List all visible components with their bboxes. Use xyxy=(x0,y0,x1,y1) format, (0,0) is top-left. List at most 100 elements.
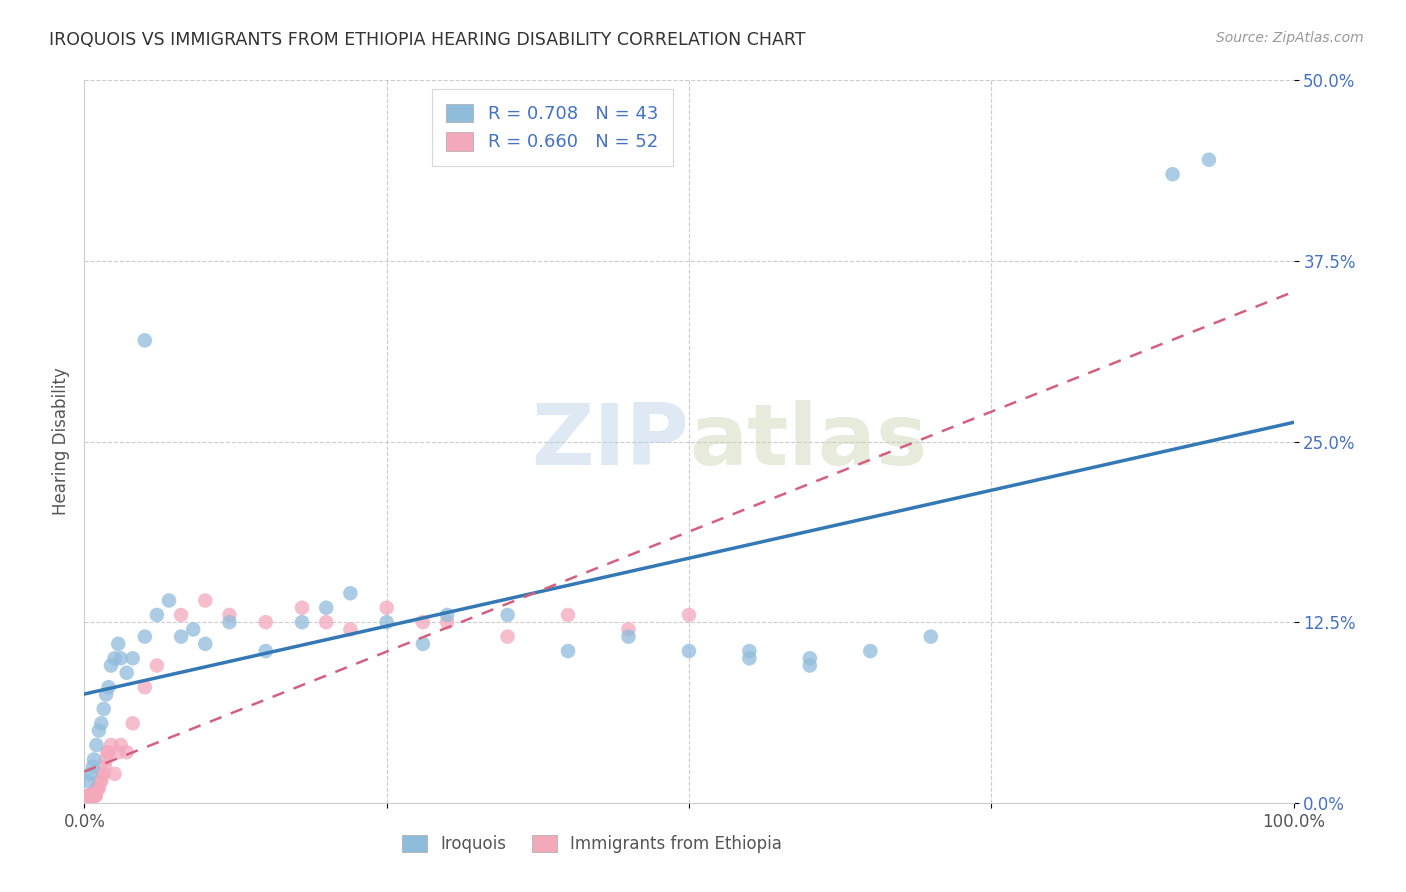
Point xyxy=(339,586,361,600)
Point xyxy=(738,644,761,658)
Point xyxy=(84,789,107,803)
Text: ZIP: ZIP xyxy=(531,400,689,483)
Point xyxy=(157,593,180,607)
Point xyxy=(73,791,96,805)
Point xyxy=(86,781,108,796)
Point xyxy=(82,760,104,774)
Point xyxy=(799,651,821,665)
Point xyxy=(436,607,458,622)
Point xyxy=(146,607,169,622)
Point xyxy=(79,789,101,803)
Point xyxy=(107,637,129,651)
Point xyxy=(77,789,100,803)
Point xyxy=(134,630,156,644)
Point xyxy=(557,644,579,658)
Point xyxy=(86,738,108,752)
Point xyxy=(82,789,104,803)
Point xyxy=(375,600,398,615)
Point xyxy=(134,680,156,694)
Point xyxy=(254,644,277,658)
Point xyxy=(87,723,110,738)
Point xyxy=(97,680,120,694)
Point xyxy=(100,658,122,673)
Point xyxy=(83,789,105,803)
Point xyxy=(94,760,117,774)
Point xyxy=(254,615,277,630)
Point xyxy=(291,600,314,615)
Point xyxy=(146,658,169,673)
Point xyxy=(496,607,519,622)
Point xyxy=(77,790,100,805)
Point xyxy=(181,623,204,637)
Point xyxy=(678,644,700,658)
Point xyxy=(115,665,138,680)
Point xyxy=(115,745,138,759)
Point xyxy=(89,774,111,789)
Point xyxy=(170,607,193,622)
Point xyxy=(76,790,98,805)
Point xyxy=(90,716,112,731)
Point xyxy=(80,789,103,803)
Point xyxy=(77,774,100,789)
Point xyxy=(339,623,361,637)
Point xyxy=(218,615,240,630)
Point xyxy=(100,738,122,752)
Text: IROQUOIS VS IMMIGRANTS FROM ETHIOPIA HEARING DISABILITY CORRELATION CHART: IROQUOIS VS IMMIGRANTS FROM ETHIOPIA HEA… xyxy=(49,31,806,49)
Point xyxy=(557,607,579,622)
Point xyxy=(79,767,101,781)
Point xyxy=(86,781,108,796)
Point xyxy=(97,745,120,759)
Point xyxy=(79,789,101,803)
Point xyxy=(436,615,458,630)
Legend: Iroquois, Immigrants from Ethiopia: Iroquois, Immigrants from Ethiopia xyxy=(395,828,789,860)
Point xyxy=(94,752,117,766)
Point xyxy=(1161,167,1184,181)
Point xyxy=(920,630,942,644)
Point xyxy=(315,615,337,630)
Point xyxy=(83,752,105,766)
Point xyxy=(859,644,882,658)
Point xyxy=(91,767,114,781)
Point xyxy=(110,651,132,665)
Point xyxy=(799,658,821,673)
Point xyxy=(170,630,193,644)
Point xyxy=(90,774,112,789)
Point xyxy=(291,615,314,630)
Point xyxy=(80,789,103,803)
Point xyxy=(104,651,127,665)
Point xyxy=(315,600,337,615)
Point xyxy=(121,651,143,665)
Point xyxy=(617,623,640,637)
Text: Source: ZipAtlas.com: Source: ZipAtlas.com xyxy=(1216,31,1364,45)
Point xyxy=(678,607,700,622)
Point xyxy=(375,615,398,630)
Point xyxy=(84,789,107,803)
Point xyxy=(93,767,115,781)
Point xyxy=(412,637,434,651)
Point xyxy=(110,738,132,752)
Point xyxy=(107,745,129,759)
Point xyxy=(218,607,240,622)
Point xyxy=(738,651,761,665)
Point xyxy=(617,630,640,644)
Point xyxy=(76,790,98,805)
Point xyxy=(75,791,97,805)
Point xyxy=(77,789,100,803)
Point xyxy=(82,789,104,803)
Point xyxy=(82,789,104,803)
Point xyxy=(412,615,434,630)
Text: atlas: atlas xyxy=(689,400,927,483)
Point xyxy=(94,687,117,701)
Point xyxy=(87,781,110,796)
Point xyxy=(96,745,118,759)
Point xyxy=(75,791,97,805)
Point xyxy=(194,637,217,651)
Point xyxy=(104,767,127,781)
Point xyxy=(496,630,519,644)
Point xyxy=(121,716,143,731)
Point xyxy=(1198,153,1220,167)
Y-axis label: Hearing Disability: Hearing Disability xyxy=(52,368,70,516)
Point xyxy=(134,334,156,348)
Point xyxy=(93,702,115,716)
Point xyxy=(83,789,105,803)
